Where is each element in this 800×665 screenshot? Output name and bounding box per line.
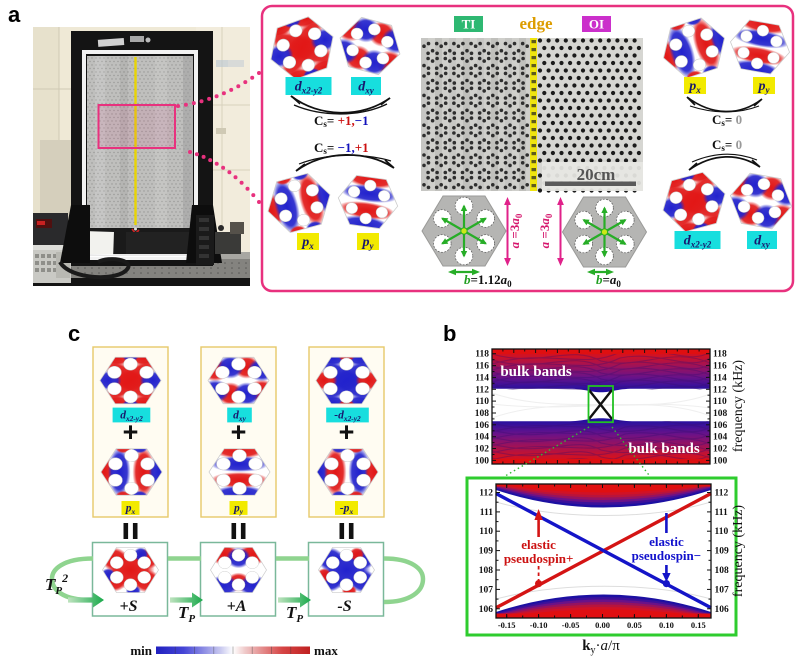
svg-text:-0.05: -0.05	[562, 620, 580, 630]
svg-text:112: 112	[479, 489, 493, 499]
svg-text:109: 109	[715, 547, 730, 557]
svg-text:a =3a0: a =3a0	[537, 213, 554, 248]
svg-text:111: 111	[480, 508, 493, 518]
svg-text:py: py	[233, 503, 244, 517]
svg-text:pseudospin−: pseudospin−	[632, 548, 702, 563]
svg-text:106: 106	[713, 421, 728, 431]
svg-text:edge: edge	[519, 14, 553, 33]
svg-text:107: 107	[715, 585, 730, 595]
svg-text:b: b	[443, 321, 456, 346]
svg-text:+A: +A	[227, 598, 247, 615]
svg-text:OI: OI	[589, 17, 604, 32]
svg-text:b=1.12a0: b=1.12a0	[464, 272, 512, 289]
svg-text:+: +	[339, 417, 355, 447]
svg-text:c: c	[68, 321, 80, 346]
svg-text:px: px	[125, 503, 136, 517]
svg-text:104: 104	[713, 433, 728, 443]
svg-text:bulk bands: bulk bands	[628, 441, 699, 457]
svg-text:106: 106	[715, 605, 730, 615]
svg-text:110: 110	[715, 527, 729, 537]
svg-text:116: 116	[475, 362, 489, 372]
svg-text:+: +	[231, 417, 247, 447]
svg-text:bulk bands: bulk bands	[500, 364, 571, 380]
svg-text:min: min	[130, 643, 152, 658]
svg-text:108: 108	[715, 566, 730, 576]
svg-text:+S: +S	[119, 598, 137, 615]
svg-text:104: 104	[475, 433, 490, 443]
svg-text:frequency (kHz): frequency (kHz)	[731, 505, 746, 597]
svg-text:114: 114	[713, 373, 727, 383]
svg-text:112: 112	[715, 489, 729, 499]
svg-text:Cs= 0: Cs= 0	[712, 137, 742, 153]
svg-text:100: 100	[475, 456, 490, 466]
svg-text:118: 118	[475, 350, 489, 360]
svg-text:+: +	[123, 417, 139, 447]
svg-text:ky·a/π: ky·a/π	[582, 638, 620, 656]
svg-text:0.00: 0.00	[595, 620, 610, 630]
svg-text:102: 102	[475, 445, 490, 455]
svg-text:110: 110	[713, 397, 727, 407]
svg-text:102: 102	[713, 445, 728, 455]
svg-text:108: 108	[475, 409, 490, 419]
svg-text:-0.10: -0.10	[530, 620, 548, 630]
svg-text:116: 116	[713, 362, 727, 372]
svg-text:106: 106	[479, 605, 494, 615]
svg-text:TI: TI	[462, 17, 476, 32]
svg-text:elastic: elastic	[521, 537, 556, 552]
svg-text:111: 111	[715, 508, 728, 518]
svg-text:a =3a0: a =3a0	[507, 213, 524, 248]
svg-text:107: 107	[479, 585, 494, 595]
svg-text:-0.15: -0.15	[498, 620, 516, 630]
svg-text:frequency (kHz): frequency (kHz)	[731, 360, 746, 452]
svg-text:0.05: 0.05	[627, 620, 642, 630]
svg-text:110: 110	[475, 397, 489, 407]
svg-text:b=a0: b=a0	[596, 272, 621, 289]
svg-text:Cs= −1,+1: Cs= −1,+1	[314, 140, 369, 156]
svg-text:114: 114	[475, 373, 489, 383]
svg-text:max: max	[314, 643, 338, 658]
svg-text:Cs= +1,−1: Cs= +1,−1	[314, 113, 369, 129]
svg-text:20cm: 20cm	[577, 165, 616, 184]
svg-text:118: 118	[713, 350, 727, 360]
svg-text:0.15: 0.15	[691, 620, 706, 630]
svg-text:112: 112	[713, 385, 727, 395]
svg-text:106: 106	[475, 421, 490, 431]
svg-text:a: a	[8, 2, 21, 27]
svg-text:110: 110	[479, 527, 493, 537]
svg-text:elastic: elastic	[649, 534, 684, 549]
svg-text:109: 109	[479, 547, 494, 557]
svg-text:100: 100	[713, 456, 728, 466]
svg-text:Cs= 0: Cs= 0	[712, 112, 742, 128]
svg-text:-S: -S	[337, 598, 351, 615]
svg-text:108: 108	[479, 566, 494, 576]
svg-text:112: 112	[475, 385, 489, 395]
svg-text:108: 108	[713, 409, 728, 419]
svg-text:0.10: 0.10	[659, 620, 674, 630]
svg-text:pseudospin+: pseudospin+	[504, 551, 574, 566]
